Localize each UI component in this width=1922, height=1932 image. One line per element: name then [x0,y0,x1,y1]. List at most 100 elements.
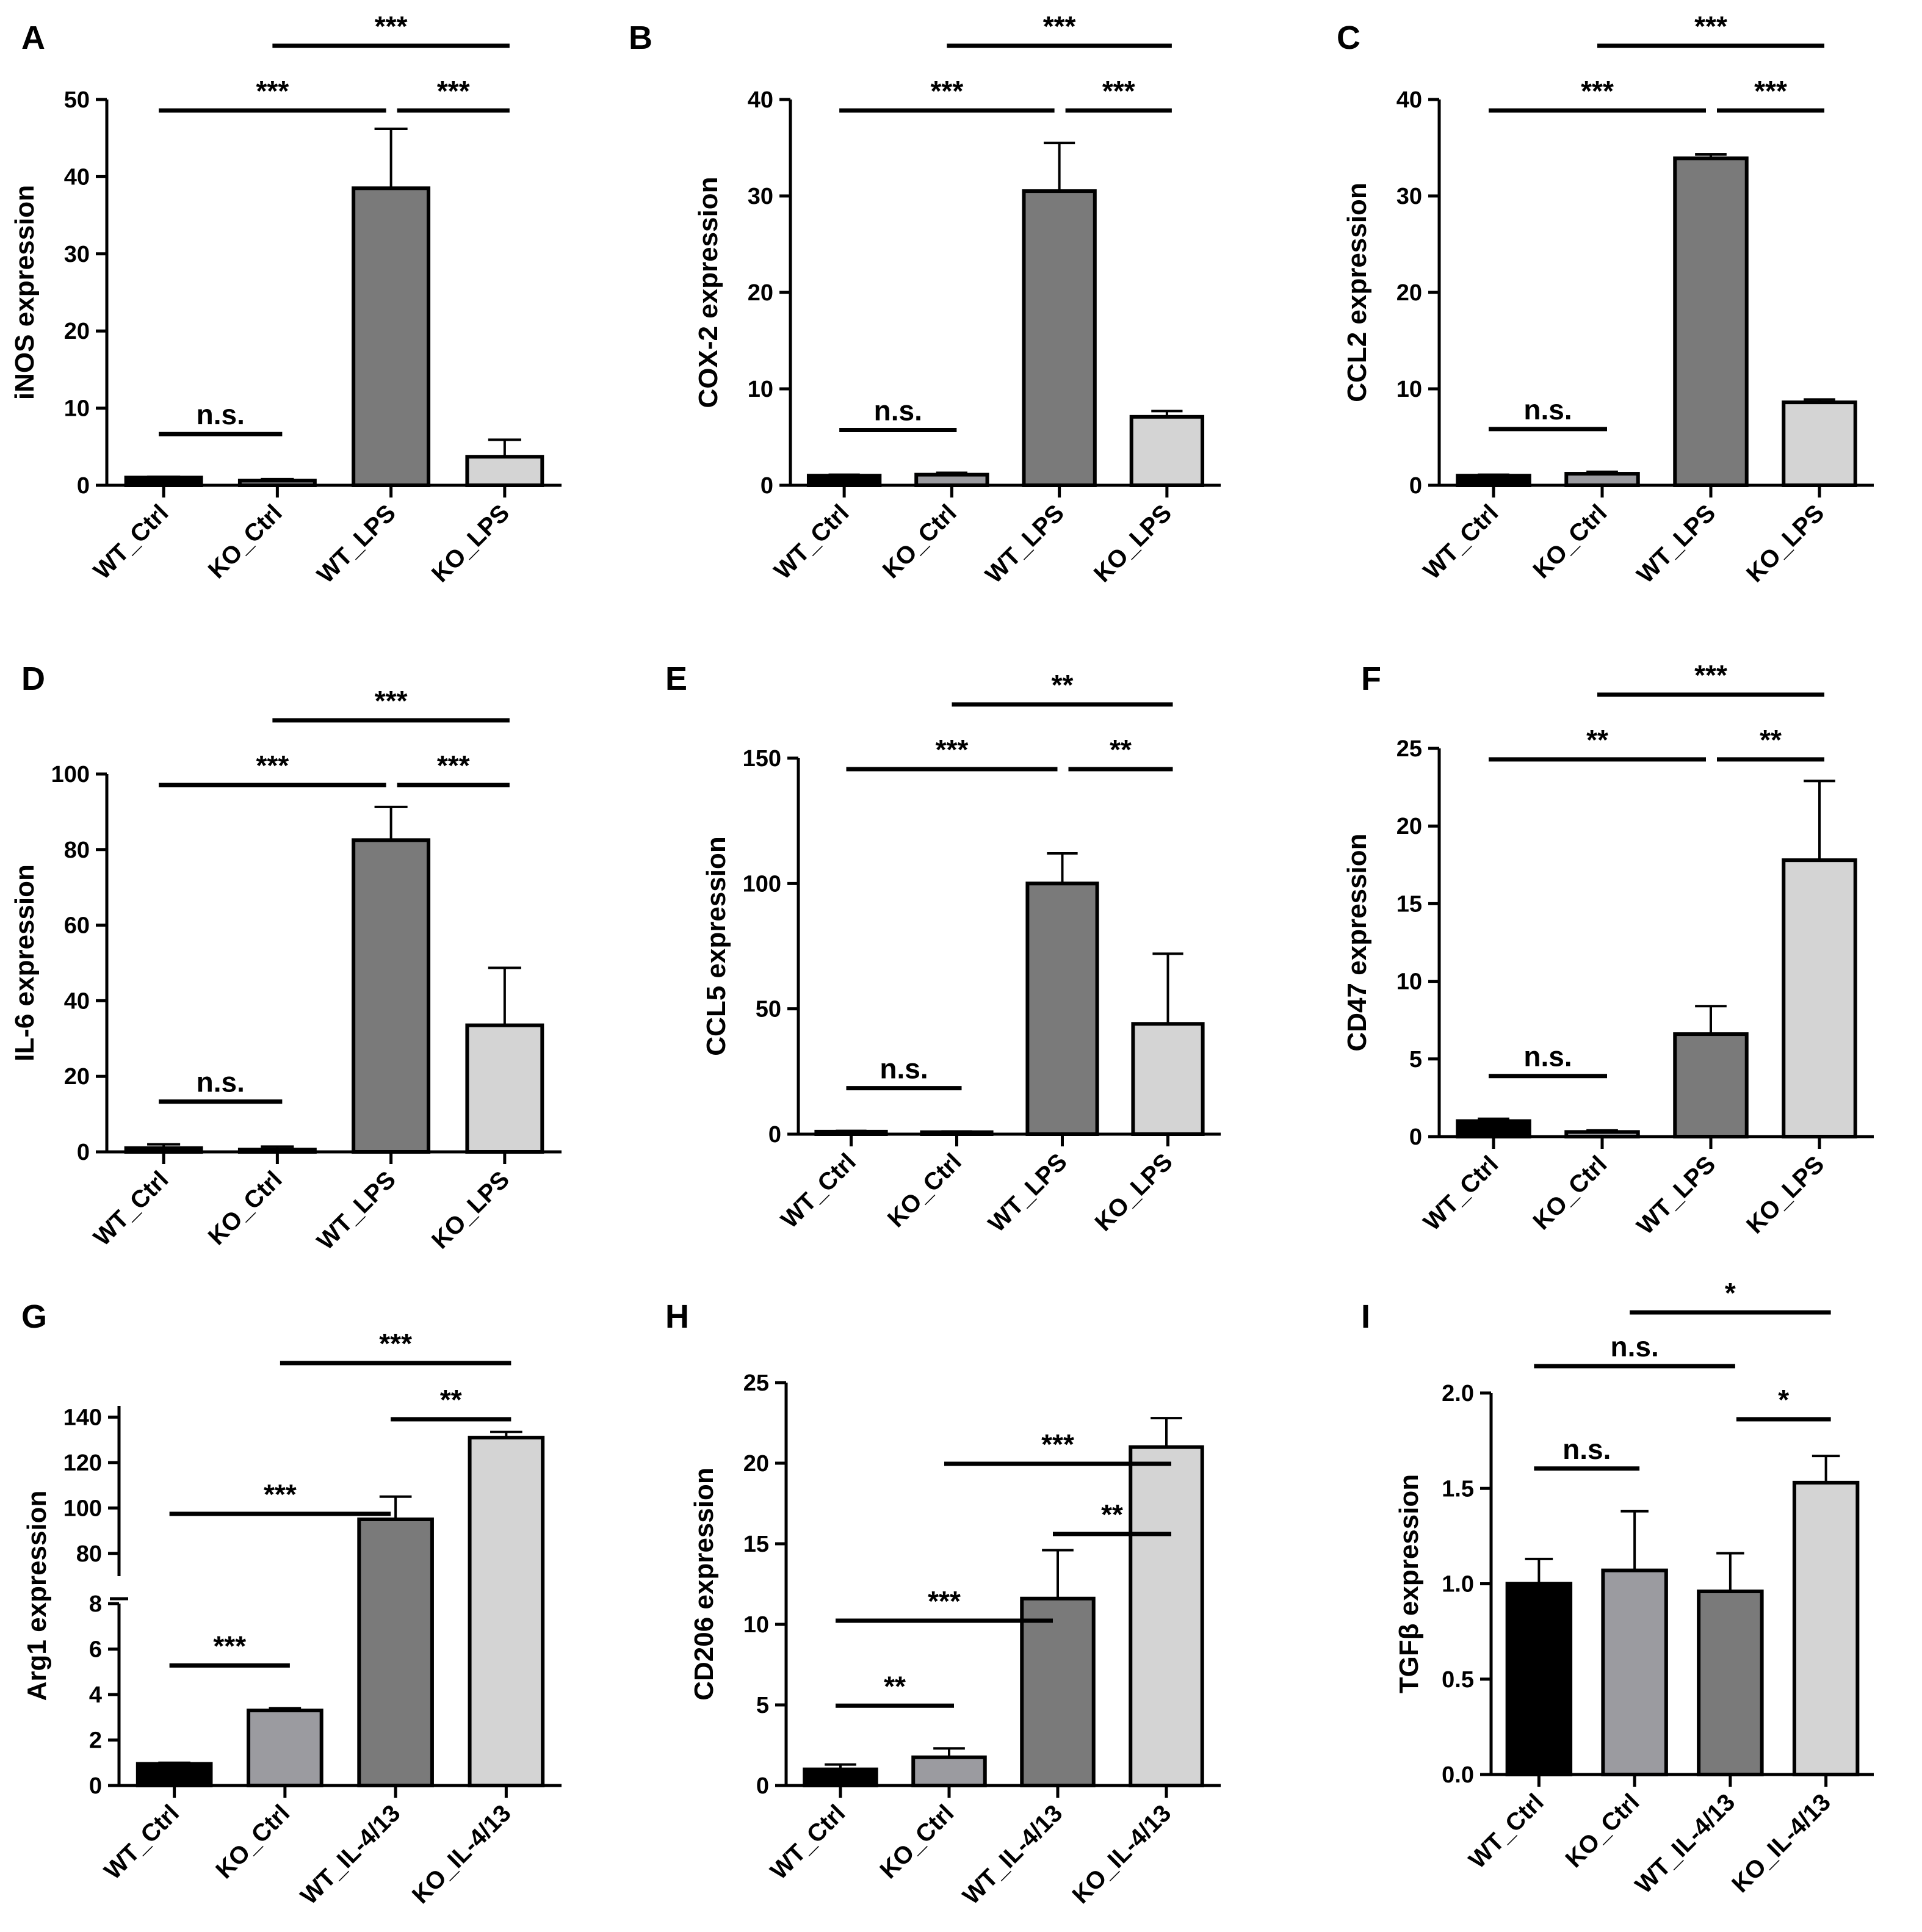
significance-label: *** [375,685,408,717]
significance-label: n.s. [1523,1041,1572,1073]
x-tick-label: WT_Ctrl [769,499,854,585]
y-axis-label: COX-2 expression [693,176,723,408]
x-tick-label: KO_Ctrl [875,1800,959,1884]
bar-3 [357,1518,434,1787]
x-tick-label: KO_Ctrl [203,499,287,584]
y-tick-label: 30 [1396,184,1422,209]
y-tick-label: 0 [756,1773,769,1799]
significance-label: ** [884,1670,906,1702]
y-tick-label: 1.0 [1442,1572,1474,1597]
panel-f: F 0 5 10 15 20 25 CD47 expression WT_Ctrl KO_Ctrl… [1342,659,1874,1240]
bar-4 [468,1436,545,1788]
significance-label: n.s. [197,1066,245,1098]
bar-1 [124,1146,203,1154]
panel-g: G 0 2 4 6 8 80 100 120 140 Arg1 expression WT_Ctrl K… [21,1298,562,1910]
y-tick-label: 80 [64,838,90,863]
panel-letter: D [21,660,45,697]
panel-a: A 0 10 20 30 40 50 iNOS expression WT_Ctrl KO_Ctr… [10,10,562,588]
y-tick-label: 0.5 [1442,1667,1474,1693]
y-axis-label: TGFβ expression [1394,1474,1424,1693]
bar-4 [1782,858,1857,1138]
y-tick-label: 15 [743,1532,769,1557]
bar-2 [237,479,317,488]
panel-letter: E [665,660,687,697]
bar-3 [1020,1596,1096,1787]
significance-label: *** [256,750,289,781]
y-tick-label: 20 [64,1064,90,1090]
bar-3 [1025,881,1099,1137]
significance-label: n.s. [1563,1433,1611,1465]
panel-d: D 0 20 40 60 80 100 IL-6 expression WT_Ctrl KO_Ct… [10,660,562,1255]
y-tick-label: 5 [756,1693,769,1718]
y-tick-label: 40 [1396,87,1422,113]
x-tick-label: WT_Ctrl [1464,1789,1549,1874]
significance-label: *** [1043,10,1076,42]
bar-4 [1129,414,1205,488]
y-tick-label: 50 [756,997,781,1022]
x-tick-label: KO_IL-4/13 [1067,1800,1176,1909]
x-tick-label: WT_LPS [980,499,1069,588]
significance-label: *** [213,1630,246,1662]
x-tick-label: WT_Ctrl [1418,499,1504,585]
bar-4 [1129,1445,1204,1788]
x-tick-label: KO_LPS [1741,1151,1829,1239]
y-tick-label: 30 [64,242,90,267]
y-tick-label: 50 [64,87,90,113]
y-tick-label: 25 [1396,736,1422,762]
y-axis-label: CD47 expression [1342,833,1372,1051]
bar-2 [1564,1130,1640,1139]
bar-4 [1792,1480,1860,1776]
x-tick-label: KO_Ctrl [1561,1789,1645,1873]
significance-label: *** [375,10,408,42]
x-tick-label: WT_Ctrl [1418,1151,1504,1236]
bar-2 [247,1709,323,1787]
significance-label: ** [1052,669,1074,701]
bar-2 [1564,472,1640,487]
panel-c: C 0 10 20 30 40 CCL2 expression WT_Ctrl KO_Ctrl W… [1337,10,1874,588]
x-tick-label: KO_IL-4/13 [1727,1789,1836,1898]
significance-label: *** [1754,75,1787,107]
significance-label: *** [437,750,470,781]
y-tick-label: 6 [89,1637,102,1663]
significance-label: *** [1581,75,1614,107]
panel-letter: C [1337,20,1360,56]
x-tick-label: WT_LPS [983,1148,1072,1237]
bar-3 [1673,156,1749,487]
significance-label: ** [440,1384,462,1416]
x-tick-label: KO_Ctrl [883,1148,967,1232]
x-tick-label: WT_IL-4/13 [1630,1789,1740,1898]
significance-label: n.s. [197,399,245,430]
y-tick-label: 60 [64,913,90,939]
x-tick-label: WT_Ctrl [765,1800,851,1885]
y-tick-label: 4 [89,1682,102,1708]
x-tick-label: KO_Ctrl [1528,499,1612,584]
significance-label: ** [1760,724,1782,756]
y-tick-label: 100 [63,1496,102,1521]
y-axis-label: CCL5 expression [701,836,731,1055]
significance-label: *** [931,75,964,107]
y-tick-label: 150 [743,746,781,772]
y-tick-label: 80 [76,1541,102,1567]
significance-label: *** [1694,10,1727,42]
y-axis-label: IL-6 expression [10,864,40,1062]
x-tick-label: WT_LPS [1632,499,1721,588]
x-tick-label: WT_Ctrl [89,499,174,585]
x-tick-label: KO_LPS [1090,1148,1178,1236]
significance-label: n.s. [880,1053,928,1085]
y-axis-label: Arg1 expression [22,1491,52,1701]
x-tick-label: WT_LPS [1632,1151,1721,1240]
x-tick-label: KO_LPS [427,1166,515,1254]
bar-2 [237,1148,317,1154]
y-tick-label: 10 [1396,377,1422,402]
bar-3 [1697,1590,1764,1776]
panel-e: E 0 50 100 150 CCL5 expression WT_Ctrl KO_Ctrl W… [665,660,1221,1237]
panel-letter: F [1361,660,1381,697]
x-tick-label: WT_Ctrl [89,1166,174,1251]
bar-4 [465,1023,544,1154]
y-tick-label: 140 [63,1405,102,1431]
significance-label: *** [264,1478,297,1510]
y-tick-label: 0 [760,473,773,499]
y-tick-label: 0 [1409,473,1422,499]
